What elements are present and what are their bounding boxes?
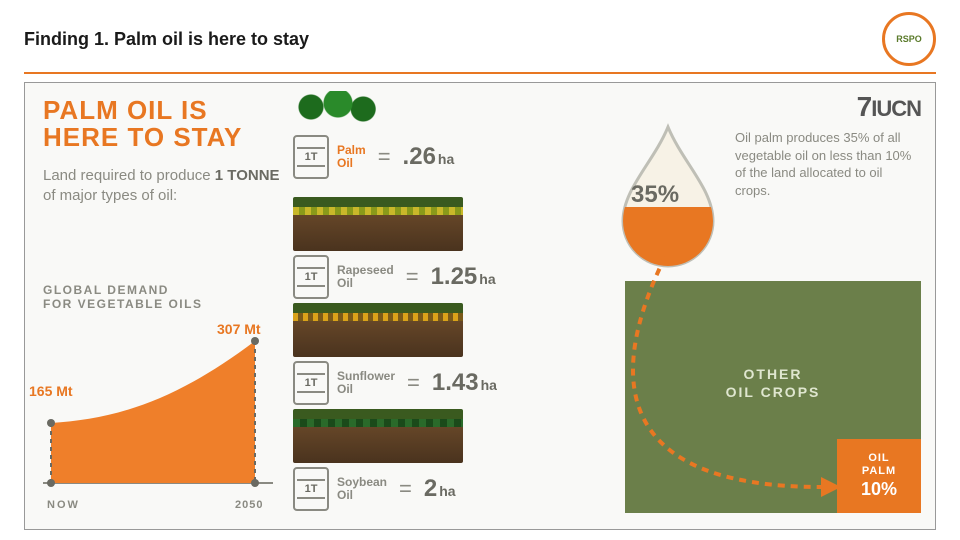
oil-row-palm: 1T PalmOil = .26ha	[293, 91, 603, 197]
page-title: Finding 1. Palm oil is here to stay	[24, 29, 309, 50]
oil-ha-rapeseed: 1.25ha	[431, 263, 496, 291]
demand-area-chart	[43, 323, 273, 493]
demand-x-2050: 2050	[235, 499, 263, 511]
equals-icon: =	[406, 264, 419, 290]
equals-icon: =	[399, 476, 412, 502]
fact-text: Oil palm produces 35% of all vegetable o…	[735, 129, 921, 199]
barrel-icon: 1T	[293, 135, 329, 179]
barrel-label: 1T	[304, 377, 319, 389]
barrel-icon: 1T	[293, 255, 329, 299]
crop-icon-palm	[293, 91, 383, 131]
equals-icon: =	[407, 370, 420, 396]
subhead: Land required to produce 1 TONNE of majo…	[43, 166, 283, 207]
demand-label: GLOBAL DEMAND FOR VEGETABLE OILS	[43, 283, 202, 312]
oil-comparison-column: 1T PalmOil = .26ha 1T RapeseedOil = 1.25…	[293, 91, 603, 515]
oil-name-palm: PalmOil	[337, 144, 366, 170]
crop-icon-soybean	[293, 409, 463, 463]
barrel-label: 1T	[304, 151, 319, 163]
demand-label-l1: GLOBAL DEMAND	[43, 283, 202, 297]
oil-name-sunflower: SunflowerOil	[337, 370, 395, 396]
iucn-logo-icon: 7IUCN	[857, 91, 921, 123]
rspo-logo-icon: RSPO	[882, 12, 936, 66]
demand-label-l2: FOR VEGETABLE OILS	[43, 297, 202, 311]
oil-palm-pct: 10%	[861, 479, 897, 500]
oil-name-rapeseed: RapeseedOil	[337, 264, 394, 290]
oil-ha-palm: .26ha	[403, 143, 455, 171]
infographic-canvas: PALM OIL IS HERE TO STAY Land required t…	[24, 82, 936, 530]
barrel-label: 1T	[304, 483, 319, 495]
headline-line1: PALM OIL IS	[43, 97, 283, 124]
oil-ha-soybean: 2ha	[424, 475, 456, 503]
crop-icon-rapeseed	[293, 197, 463, 251]
subhead-pre: Land required to produce	[43, 167, 215, 184]
oil-row-rapeseed: 1T RapeseedOil = 1.25ha	[293, 197, 603, 303]
other-crops-label: OTHEROIL CROPS	[625, 365, 921, 401]
oil-row-soybean: 1T SoybeanOil = 2ha	[293, 409, 603, 515]
header-rule	[24, 72, 936, 74]
subhead-bold: 1 TONNE	[215, 167, 280, 184]
oil-row-sunflower: 1T SunflowerOil = 1.43ha	[293, 303, 603, 409]
equals-icon: =	[378, 144, 391, 170]
subhead-post: of major types of oil:	[43, 187, 177, 204]
headline-line2: HERE TO STAY	[43, 124, 283, 151]
oil-palm-share-box: OILPALM 10%	[837, 439, 921, 513]
demand-x-now: NOW	[47, 499, 80, 511]
crop-icon-sunflower	[293, 303, 463, 357]
rspo-logo-text: RSPO	[896, 34, 922, 44]
oil-ha-sunflower: 1.43ha	[432, 369, 497, 397]
barrel-icon: 1T	[293, 467, 329, 511]
barrel-label: 1T	[304, 271, 319, 283]
drop-percent: 35%	[631, 181, 679, 209]
barrel-icon: 1T	[293, 361, 329, 405]
land-allocation-chart: OTHEROIL CROPS OILPALM 10%	[625, 281, 921, 513]
oil-name-soybean: SoybeanOil	[337, 476, 387, 502]
